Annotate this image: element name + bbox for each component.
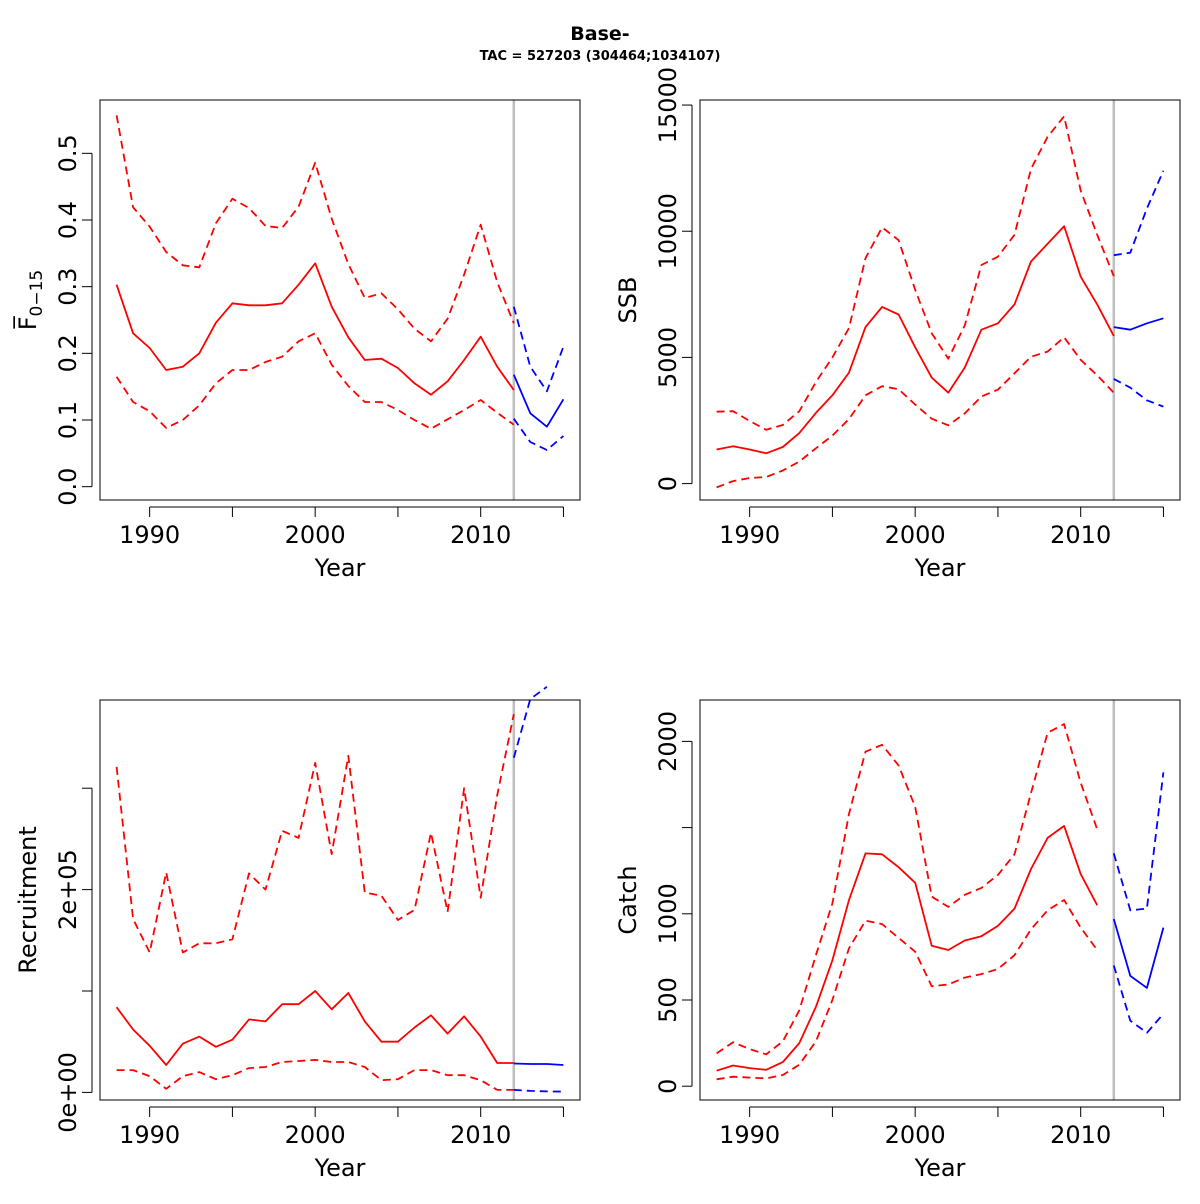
f-plot-frame	[99, 99, 581, 501]
catch-plot-frame	[699, 699, 1181, 1101]
catch-y-tick-label: 0	[654, 1079, 682, 1094]
catch-series-estimate	[716, 825, 1098, 1072]
ssb-x-tick-label: 2000	[885, 521, 946, 549]
catch-series-lower	[716, 899, 1098, 1081]
figure-title: Base-	[570, 23, 629, 45]
recruitment-series-lower	[116, 1059, 514, 1091]
ssb-series-estimate	[716, 225, 1115, 455]
catch-y-axis-label: Catch	[614, 865, 642, 934]
recruitment-x-tick-label: 2010	[450, 1121, 511, 1149]
recruitment-y-axis-label: Recruitment	[14, 826, 42, 973]
f-x-tick-label: 1990	[119, 521, 180, 549]
f-x-tick-label: 2000	[285, 521, 346, 549]
f-y-tick-label: 0.2	[54, 334, 82, 372]
f-x-tick-label: 2010	[450, 521, 511, 549]
catch-x-tick-label: 1990	[719, 1121, 780, 1149]
ssb-x-tick-label: 1990	[719, 521, 780, 549]
f-y-tick-label: 0.3	[54, 268, 82, 306]
ssb-x-tick-label: 2010	[1050, 521, 1111, 549]
panel-recruitment: 1990 2000 2010 Year 0e+00 2e+05 Recruitment	[14, 686, 581, 1182]
f-y-axis-label-subscript: 0−15	[27, 270, 47, 317]
ssb-series-lower	[716, 336, 1115, 489]
ssb-x-axis-label: Year	[914, 554, 966, 582]
catch-series-forecast	[1112, 918, 1165, 989]
f-y-tick-label: 0.5	[54, 134, 82, 172]
ssb-series-forecast	[1113, 317, 1164, 331]
recruitment-x-axis-label: Year	[314, 1154, 366, 1182]
f-series-upper	[115, 115, 515, 343]
panel-catch: 1990 2000 2010 Year 0 500 1000 2000 Catch	[614, 699, 1181, 1182]
ssb-y-axis-label: SSB	[614, 277, 642, 324]
catch-series-forecast_upper	[1112, 772, 1165, 912]
ssb-series-upper	[716, 115, 1115, 431]
panel-ssb: 1990 2000 2010 Year 0 5000 10000 15000 SSB	[614, 67, 1181, 582]
catch-y-tick-label: 500	[654, 977, 682, 1023]
catch-x-axis-label: Year	[914, 1154, 966, 1182]
f-y-tick-label: 0.4	[54, 201, 82, 239]
ssb-y-tick-label: 10000	[654, 193, 682, 269]
catch-x-tick-label: 2000	[885, 1121, 946, 1149]
ssb-y-tick-label: 0	[654, 476, 682, 491]
ssb-series-forecast_lower	[1113, 378, 1164, 408]
recruitment-series-forecast_upper	[512, 686, 548, 759]
recruitment-series-forecast_lower	[513, 1089, 564, 1093]
recruitment-y-tick-label: 2e+05	[54, 849, 82, 930]
catch-x-tick-label: 2010	[1050, 1121, 1111, 1149]
ssb-series-forecast_upper	[1113, 170, 1165, 257]
f-series-forecast_upper	[512, 306, 565, 393]
recruitment-y-tick-label: 0e+00	[54, 1052, 82, 1133]
ssb-plot-frame	[699, 99, 1181, 501]
catch-y-tick-label: 2000	[654, 711, 682, 772]
figure-subtitle: TAC = 527203 (304464;1034107)	[480, 49, 721, 64]
catch-series-forecast_lower	[1112, 965, 1165, 1034]
recruitment-series-estimate	[115, 990, 514, 1066]
f-series-forecast	[512, 374, 565, 428]
ssb-y-tick-label: 5000	[654, 327, 682, 388]
recruitment-series-upper	[115, 714, 515, 954]
recruitment-x-tick-label: 1990	[119, 1121, 180, 1149]
recruitment-series-forecast	[513, 1062, 564, 1066]
recruitment-x-tick-label: 2000	[285, 1121, 346, 1149]
f-y-tick-label: 0.0	[54, 468, 82, 506]
ssb-y-tick-label: 15000	[654, 67, 682, 143]
f-x-axis-label: Year	[314, 554, 366, 582]
catch-y-tick-label: 1000	[654, 883, 682, 944]
f-series-estimate	[115, 262, 515, 396]
f-y-tick-label: 0.1	[54, 401, 82, 439]
catch-series-upper	[716, 723, 1099, 1056]
recruitment-plot-frame	[99, 699, 581, 1101]
f-series-lower	[115, 332, 515, 430]
f-series-forecast_lower	[513, 418, 564, 451]
